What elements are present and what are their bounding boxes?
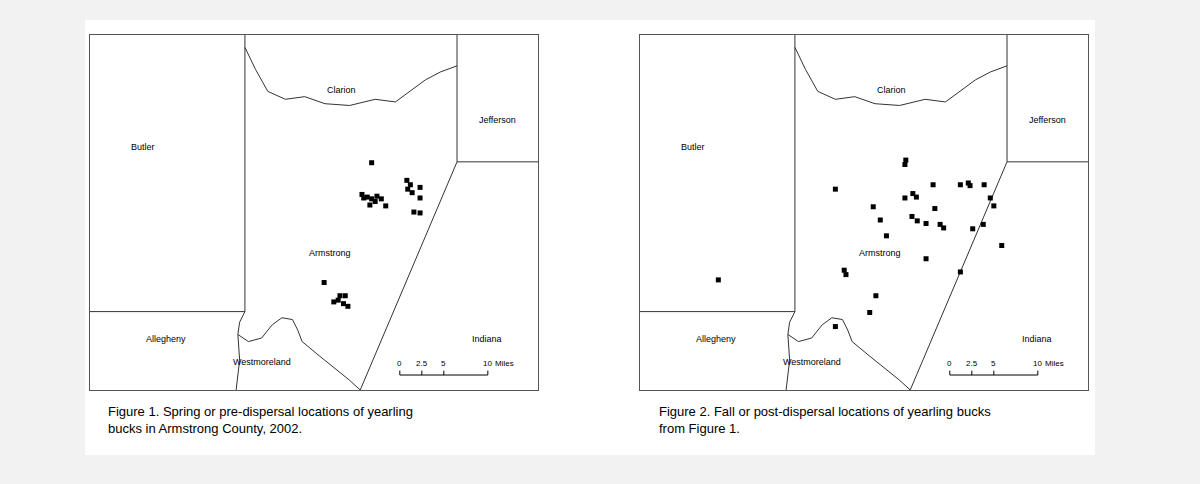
svg-text:5: 5 [441, 359, 446, 368]
svg-text:Butler: Butler [131, 142, 155, 152]
svg-text:Jefferson: Jefferson [479, 115, 516, 125]
svg-text:Allegheny: Allegheny [696, 334, 736, 344]
svg-text:10: 10 [483, 359, 492, 368]
svg-text:0: 0 [397, 359, 402, 368]
svg-text:0: 0 [947, 359, 952, 368]
svg-text:Figure 1. Spring or pre-disper: Figure 1. Spring or pre-dispersal locati… [108, 404, 413, 436]
svg-text:5: 5 [991, 359, 996, 368]
svg-text:Armstrong: Armstrong [859, 248, 901, 258]
svg-text:2.5: 2.5 [966, 359, 978, 368]
svg-text:Butler: Butler [681, 142, 705, 152]
svg-text:10: 10 [1033, 359, 1042, 368]
svg-text:Westmoreland: Westmoreland [783, 357, 841, 367]
svg-text:Figure 2. Fall or post-dispers: Figure 2. Fall or post-dispersal locatio… [659, 404, 991, 436]
svg-text:Allegheny: Allegheny [146, 334, 186, 344]
svg-text:Clarion: Clarion [877, 85, 906, 95]
svg-text:Jefferson: Jefferson [1029, 115, 1066, 125]
svg-text:Armstrong: Armstrong [309, 248, 351, 258]
svg-text:Indiana: Indiana [472, 334, 502, 344]
svg-text:Westmoreland: Westmoreland [233, 357, 291, 367]
svg-text:Clarion: Clarion [327, 85, 356, 95]
svg-text:Miles: Miles [1045, 359, 1064, 368]
svg-text:2.5: 2.5 [416, 359, 428, 368]
svg-text:Miles: Miles [495, 359, 514, 368]
svg-text:Indiana: Indiana [1022, 334, 1052, 344]
